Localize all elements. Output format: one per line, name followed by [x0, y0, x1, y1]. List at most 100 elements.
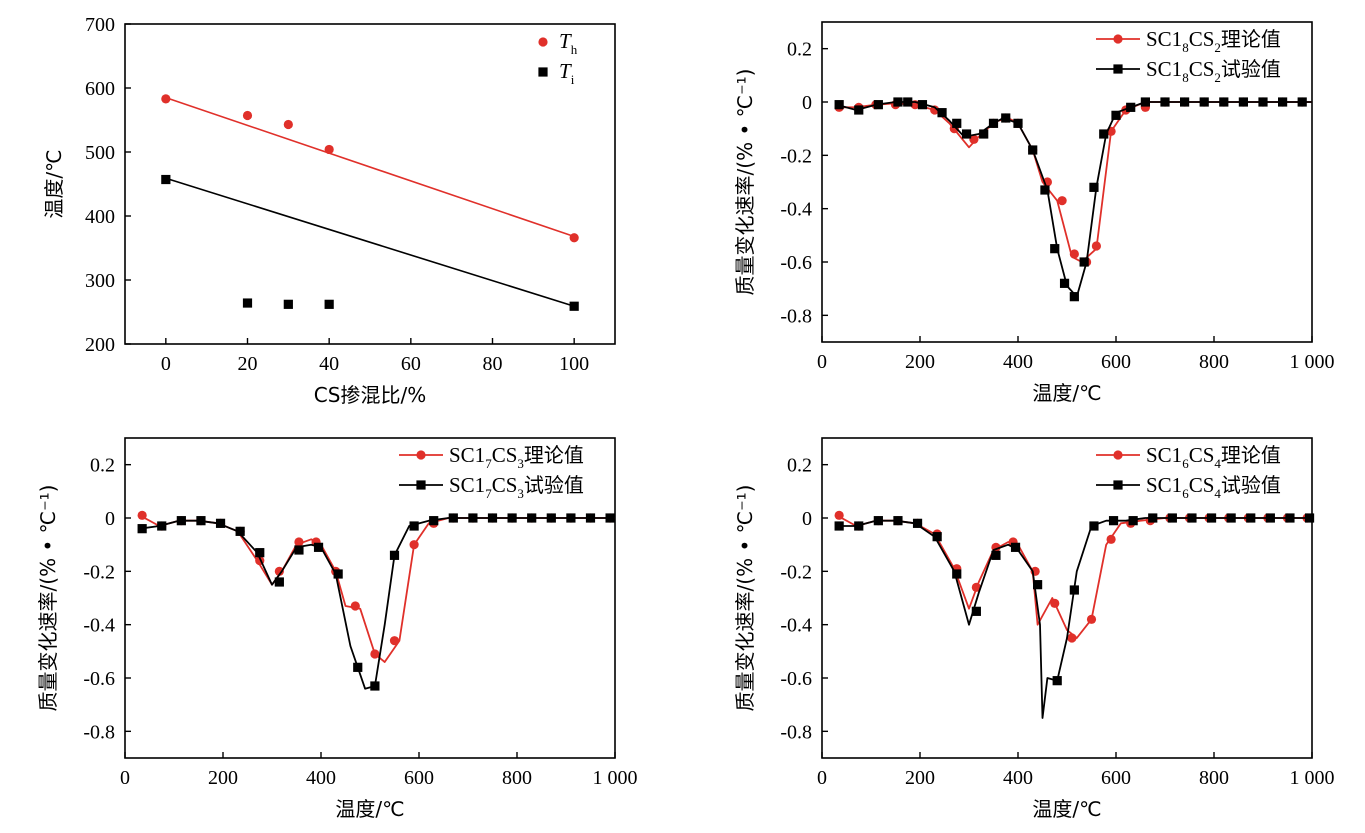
data-point — [294, 537, 304, 547]
data-point — [1285, 513, 1295, 523]
data-point — [1106, 534, 1116, 544]
data-point — [979, 129, 989, 139]
legend-label: Ti — [559, 59, 575, 87]
data-point — [1057, 196, 1067, 206]
chart-3: 0 200 400 600 800 1 000 -0.8 -0.6 -0.4 -0.2 0 0.2 温度… — [36, 437, 638, 821]
series-line — [836, 517, 1312, 719]
plot-frame — [821, 437, 1313, 759]
data-point — [1091, 241, 1101, 251]
data-point — [903, 97, 913, 107]
y-axis-title: 质量变化速率/(% • ℃⁻¹) — [733, 485, 757, 712]
data-point — [235, 526, 245, 536]
fit-line — [165, 96, 575, 238]
y-tick-label: 0.2 — [90, 455, 115, 477]
y-tick-label: 0 — [802, 92, 812, 114]
legend-label: SC16CS4试验值 — [1146, 473, 1281, 501]
data-point — [196, 516, 206, 526]
series-2 — [834, 513, 1315, 719]
data-point — [161, 174, 171, 185]
data-point — [1089, 182, 1099, 192]
data-point — [1069, 585, 1079, 595]
y-tick-label: 200 — [85, 334, 115, 356]
series-2 — [834, 97, 1312, 302]
data-point — [1206, 513, 1217, 523]
data-point — [1265, 513, 1275, 523]
data-point — [834, 510, 844, 520]
data-point — [1028, 145, 1038, 155]
data-point — [1238, 97, 1248, 107]
data-point — [242, 298, 253, 308]
series-1 — [834, 97, 1312, 267]
x-tick-label: 200 — [905, 351, 935, 373]
data-point — [370, 681, 380, 691]
x-tick-label: 800 — [502, 767, 532, 789]
data-point — [137, 510, 147, 520]
data-point — [1278, 97, 1288, 107]
data-point — [1160, 97, 1170, 107]
data-point — [1069, 249, 1079, 259]
data-point — [834, 100, 844, 110]
series-line — [139, 517, 615, 690]
y-tick-label: -0.6 — [780, 668, 812, 690]
data-point — [274, 566, 284, 576]
y-tick-label: 700 — [85, 14, 115, 36]
data-point — [1052, 676, 1062, 686]
data-point — [988, 118, 999, 128]
series-line — [836, 514, 1312, 639]
data-point — [961, 129, 972, 139]
series-1 — [161, 94, 579, 243]
legend-marker — [1113, 34, 1123, 44]
data-point — [873, 100, 883, 110]
data-point — [157, 521, 167, 531]
data-point — [1180, 97, 1190, 107]
legend-marker — [1113, 480, 1123, 490]
y-axis-title: 温度/℃ — [42, 149, 66, 218]
y-tick-label: -0.4 — [780, 199, 812, 221]
series-1 — [137, 510, 615, 663]
data-point — [283, 119, 293, 130]
data-point — [1013, 118, 1023, 128]
y-axis-title: 质量变化速率/(% • ℃⁻¹) — [733, 69, 757, 296]
data-point — [487, 513, 498, 523]
data-point — [937, 108, 947, 118]
data-point — [1040, 185, 1050, 195]
y-tick-label: 0.2 — [787, 39, 812, 61]
y-tick-label: -0.6 — [83, 668, 115, 690]
data-point — [255, 548, 265, 558]
y-tick-label: 500 — [85, 142, 115, 164]
data-point — [1226, 513, 1236, 523]
y-tick-label: 300 — [85, 270, 115, 292]
chart-2: 0 200 400 600 800 1 000 -0.8 -0.6 -0.4 -0.2 0 0.2 温度… — [733, 21, 1335, 405]
y-tick-label: 600 — [85, 78, 115, 100]
data-point — [932, 532, 942, 542]
chart-4: 0 200 400 600 800 1 000 -0.8 -0.6 -0.4 -0.2 0 0.2 温度… — [733, 437, 1335, 821]
data-point — [448, 513, 458, 523]
x-axis-title: 温度/℃ — [1032, 797, 1101, 821]
data-point — [409, 521, 419, 531]
series-line — [139, 514, 615, 663]
data-point — [242, 110, 253, 121]
data-point — [313, 542, 324, 552]
data-point — [370, 649, 380, 659]
x-tick-label: 600 — [1101, 351, 1131, 373]
x-tick-label: 80 — [483, 353, 503, 375]
data-point — [971, 582, 981, 592]
plot-frame — [124, 437, 616, 759]
y-tick-label: 0 — [802, 508, 812, 530]
y-tick-label: -0.2 — [780, 145, 812, 167]
data-point — [137, 524, 147, 534]
x-tick-label: 400 — [1003, 351, 1033, 373]
data-point — [333, 569, 343, 579]
data-point — [1033, 580, 1043, 590]
x-tick-label: 1 000 — [593, 767, 638, 789]
x-tick-label: 1 000 — [1290, 767, 1335, 789]
data-point — [952, 118, 962, 128]
data-point — [952, 569, 962, 579]
data-point — [1001, 113, 1011, 123]
data-point — [893, 516, 903, 526]
plot-frame — [821, 21, 1313, 343]
data-point — [1148, 513, 1158, 523]
series-line — [836, 101, 1312, 263]
data-point — [1187, 513, 1197, 523]
